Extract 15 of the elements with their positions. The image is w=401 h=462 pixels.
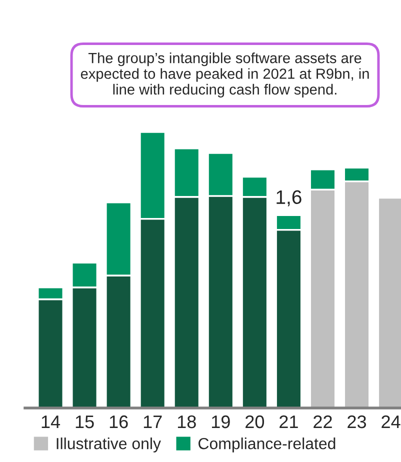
x-tick-label: 24	[382, 415, 400, 428]
x-tick-label: 14	[42, 416, 60, 428]
x-tick-label: 17	[144, 416, 162, 428]
x-tick-label: 19	[212, 415, 230, 428]
legend-label: Illustrative only	[56, 438, 161, 452]
data-label: 1,6	[276, 190, 302, 206]
x-tick-label: 18	[178, 415, 196, 428]
x-tick-label: 23	[348, 415, 366, 428]
x-tick-label: 16	[110, 415, 128, 428]
x-tick-label: 15	[76, 416, 94, 428]
x-tick-label: 22	[314, 415, 332, 428]
text: The group’s intangible software assets are expected to have peaked in 2021 at R9bn, in line with reducing cash flow spend.	[80, 52, 369, 98]
x-tick-label: 21	[280, 415, 298, 428]
legend-label: Compliance-related	[198, 438, 336, 452]
x-tick-label: 20	[246, 415, 264, 428]
